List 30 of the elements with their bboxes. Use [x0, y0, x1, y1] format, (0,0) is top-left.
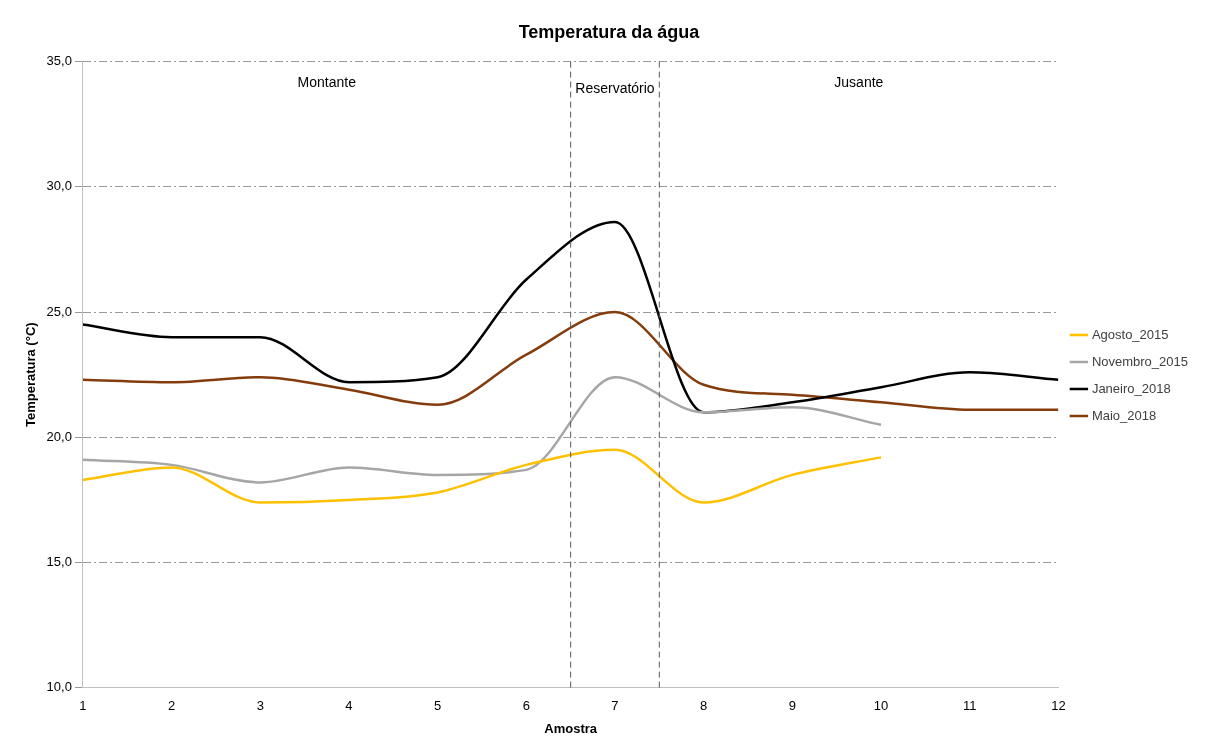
x-tick-label: 10 [873, 698, 889, 714]
legend-label: Janeiro_2018 [1091, 380, 1171, 396]
legend-label: Maio_2018 [1091, 407, 1157, 423]
x-tick-label: 6 [522, 698, 530, 714]
legend-label: Novembro_2015 [1091, 353, 1189, 369]
y-tick-label: 35,0 [46, 53, 72, 69]
annotation: Jusante [834, 74, 884, 91]
y-axis-title: Temperatura (°C) [23, 322, 39, 428]
x-tick-label: 4 [345, 698, 353, 714]
x-tick-label: 11 [962, 698, 977, 714]
y-tick-label: 30,0 [46, 178, 72, 194]
y-tick-label: 10,0 [46, 679, 72, 695]
x-axis-title: Amostra [544, 720, 598, 736]
line-series [82, 448, 883, 504]
legend-label: Agosto_2015 [1091, 326, 1169, 342]
x-tick-label: 9 [788, 698, 796, 714]
x-tick-label: 1 [79, 698, 87, 714]
annotation: Reservatório [575, 80, 655, 97]
x-tick-label: 5 [434, 698, 442, 714]
x-tick-label: 3 [256, 698, 264, 714]
y-tick-label: 25,0 [46, 303, 72, 319]
y-tick-label: 15,0 [46, 554, 72, 570]
x-tick-label: 12 [1051, 698, 1066, 714]
x-tick-label: 2 [167, 698, 176, 714]
chart-title: Temperatura da água [518, 21, 701, 42]
line-series [82, 375, 883, 484]
y-tick-label: 20,0 [46, 428, 72, 444]
x-tick-label: 8 [700, 698, 708, 714]
x-tick-label: 7 [611, 698, 619, 714]
annotation: Montante [297, 74, 357, 91]
